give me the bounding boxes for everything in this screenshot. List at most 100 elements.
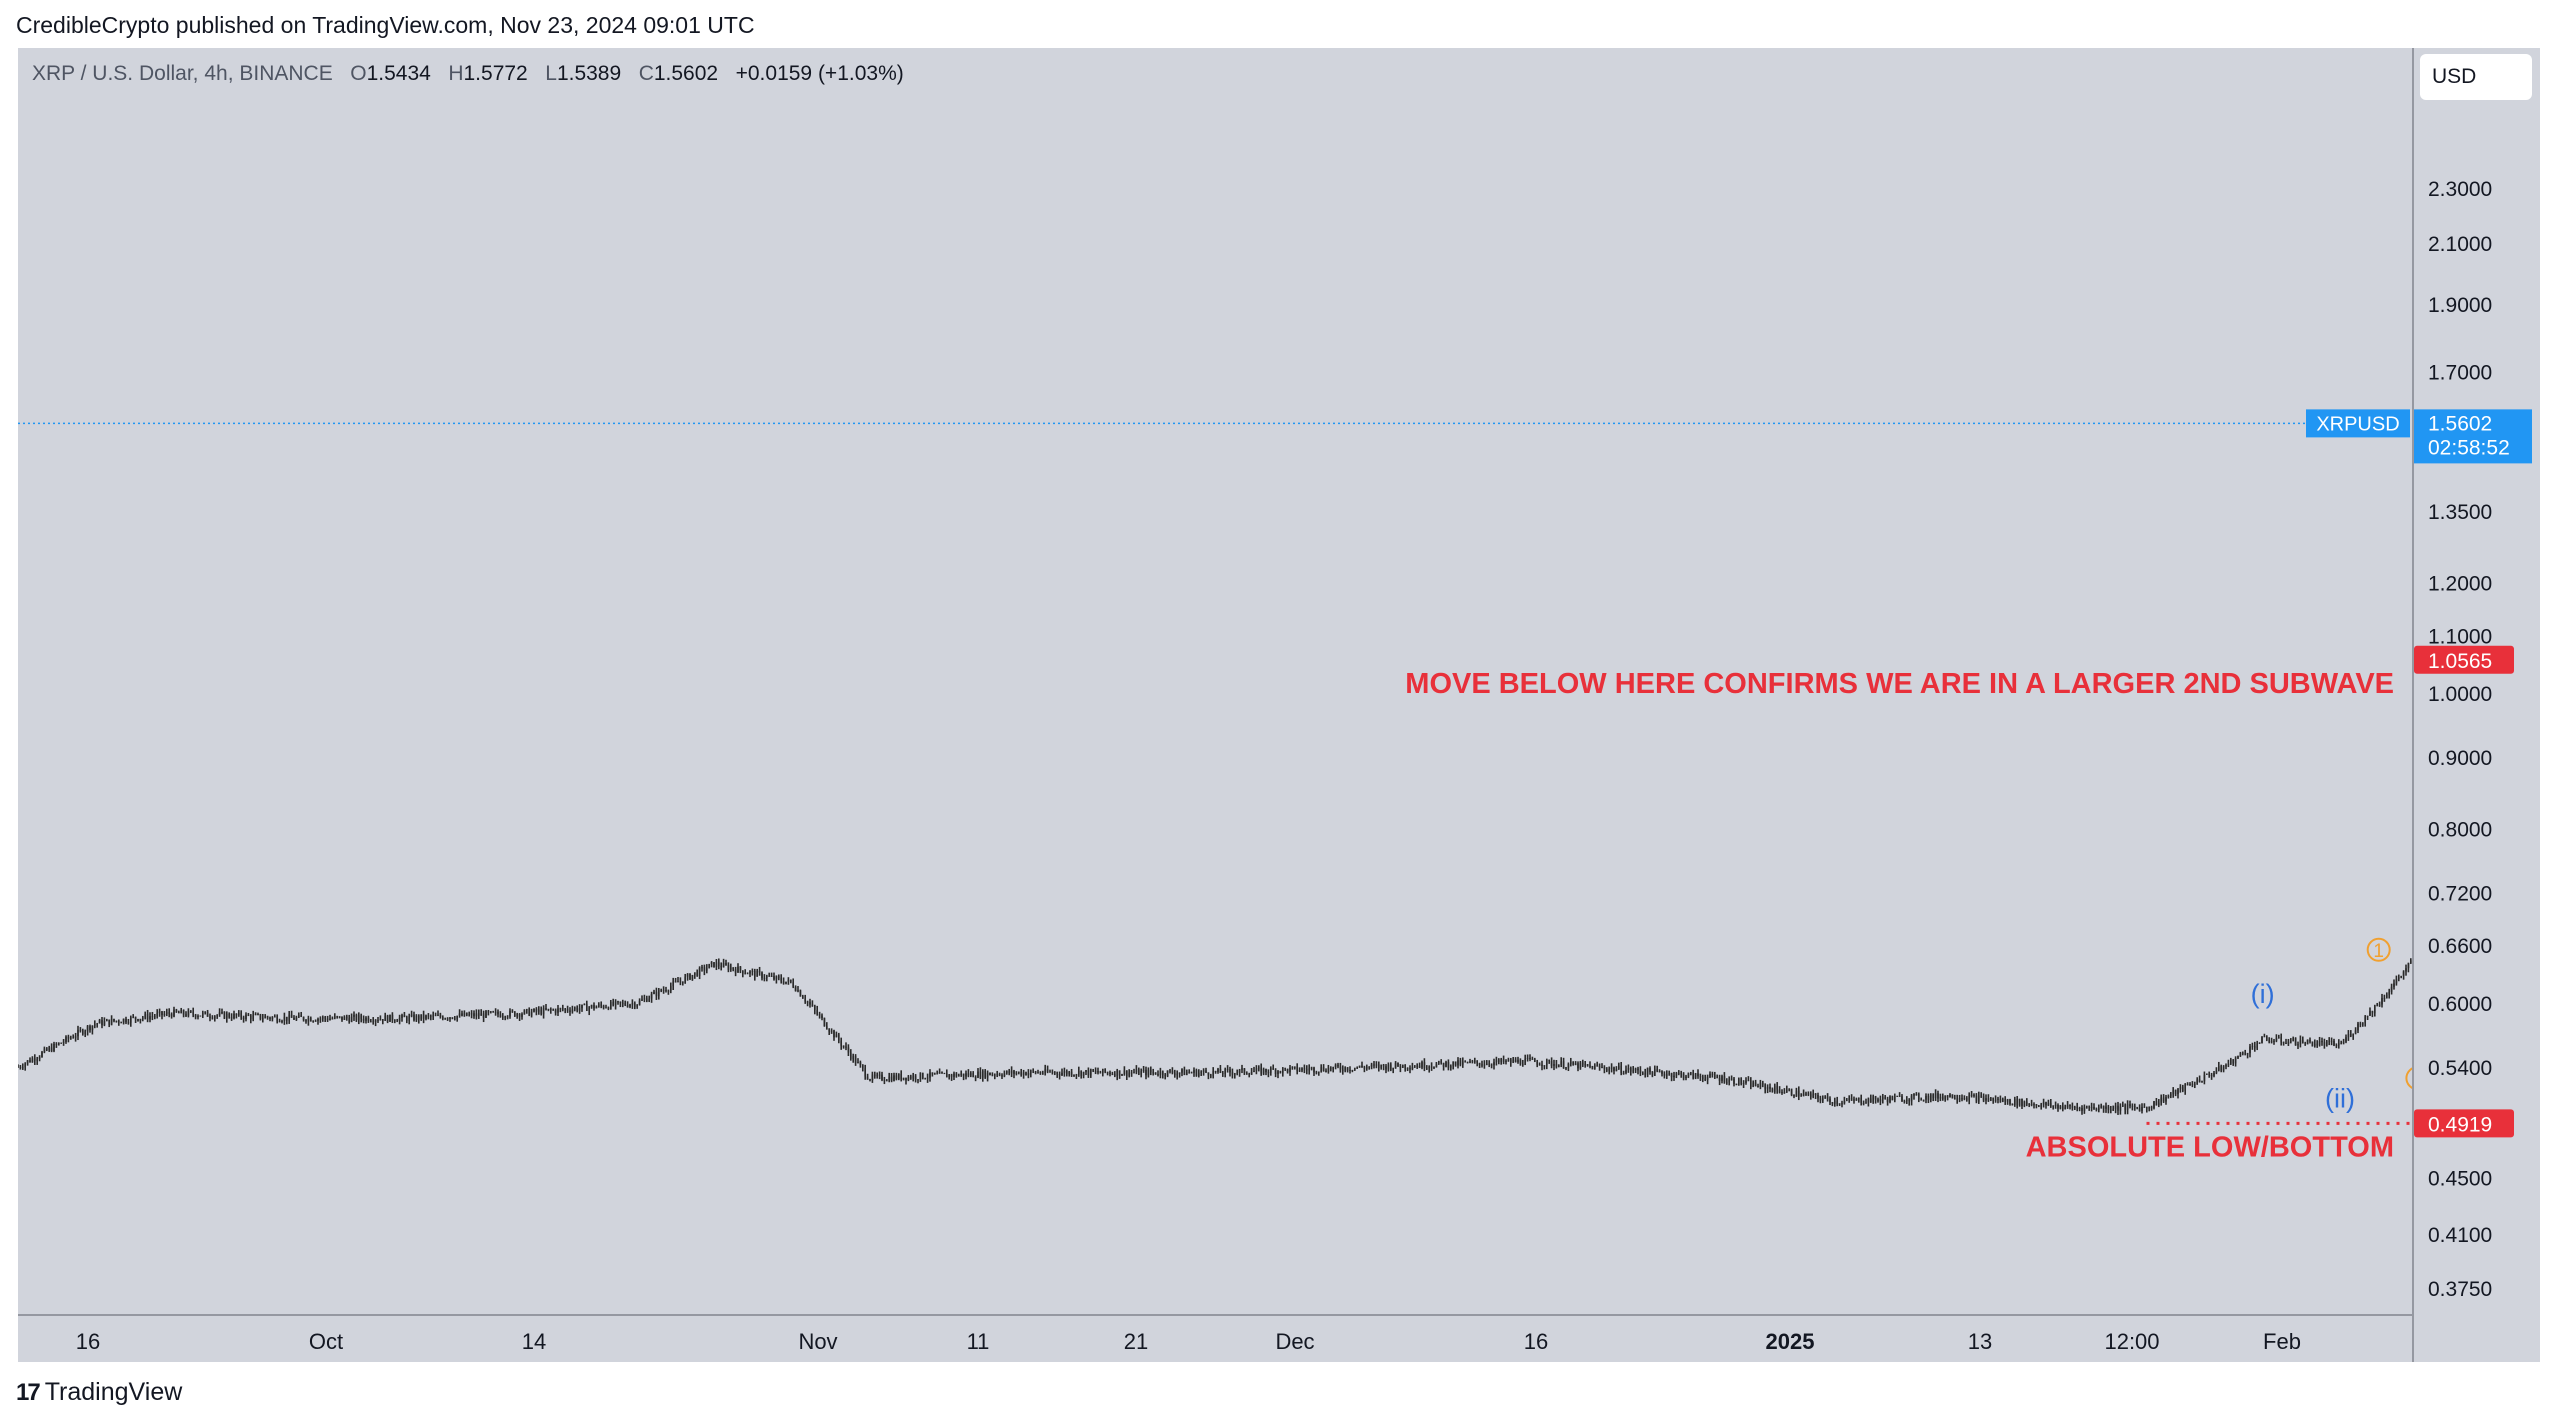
candle-body bbox=[1346, 1067, 1349, 1071]
candle-body bbox=[2345, 1037, 2347, 1042]
candle-body bbox=[1152, 1072, 1154, 1074]
candle-body bbox=[2066, 1104, 2069, 1108]
candle-body bbox=[216, 1015, 218, 1017]
candle-body bbox=[50, 1047, 53, 1052]
candle-body bbox=[442, 1016, 444, 1020]
candle-body bbox=[905, 1077, 907, 1081]
candle-body bbox=[1843, 1100, 1846, 1104]
candle-body bbox=[821, 1015, 823, 1019]
candle-body bbox=[706, 968, 708, 971]
candle-body bbox=[1882, 1096, 1884, 1100]
candle-body bbox=[1826, 1096, 1829, 1099]
candle-body bbox=[646, 998, 648, 1002]
candle-body bbox=[2321, 1041, 2323, 1043]
candle-body bbox=[353, 1014, 355, 1017]
candle-body bbox=[1188, 1072, 1190, 1074]
candle-body bbox=[122, 1018, 125, 1023]
candle-body bbox=[2285, 1043, 2287, 1045]
candle-body bbox=[2242, 1052, 2244, 1054]
candle-body bbox=[986, 1072, 989, 1078]
candle-body bbox=[566, 1008, 569, 1011]
candle-body bbox=[1013, 1070, 1015, 1074]
candle-body bbox=[1207, 1072, 1210, 1076]
candle-body bbox=[456, 1015, 458, 1020]
candle-body bbox=[468, 1014, 470, 1016]
symbol-legend: XRP / U.S. Dollar, 4h, BINANCE O1.5434 H… bbox=[32, 62, 904, 86]
time-tick: 16 bbox=[1524, 1329, 1548, 1354]
candle-body bbox=[893, 1075, 895, 1081]
candle-body bbox=[391, 1014, 394, 1021]
candle-body bbox=[1332, 1067, 1334, 1070]
candle-body bbox=[1603, 1067, 1606, 1070]
candle-body bbox=[790, 979, 792, 983]
candle-body bbox=[2009, 1099, 2011, 1104]
candle-body bbox=[595, 1006, 598, 1009]
candle-body bbox=[1937, 1093, 1939, 1099]
candle-body bbox=[1500, 1058, 1502, 1062]
candle-body bbox=[1409, 1068, 1411, 1070]
time-axis[interactable]: 16 Oct 14 Nov 11 21 Dec 16 2025 13 12:00 Feb bbox=[18, 1314, 2412, 1364]
candle-body bbox=[2227, 1063, 2230, 1066]
candle-body bbox=[1001, 1075, 1003, 1077]
candle-body bbox=[1349, 1069, 1351, 1071]
candle-body bbox=[1162, 1071, 1164, 1076]
currency-button[interactable]: USD bbox=[2420, 54, 2532, 100]
change-value: +0.0159 (+1.03%) bbox=[735, 62, 904, 85]
plot-area[interactable]: XRPUSD MOVE BELOW HERE CONFIRMS WE ARE IN… bbox=[18, 48, 2412, 1314]
candle-body bbox=[636, 1004, 638, 1007]
candle-body bbox=[1130, 1072, 1133, 1074]
candle-body bbox=[571, 1009, 574, 1012]
candle-body bbox=[1474, 1060, 1476, 1062]
candle-body bbox=[82, 1030, 84, 1035]
price-tick: 1.3500 bbox=[2428, 501, 2492, 524]
candle-body bbox=[818, 1014, 821, 1016]
candle-body bbox=[720, 965, 722, 968]
candle-body bbox=[134, 1016, 137, 1020]
candle-body bbox=[1771, 1088, 1774, 1092]
price-chart[interactable]: XRPUSD MOVE BELOW HERE CONFIRMS WE ARE IN… bbox=[18, 48, 2412, 1314]
candle-body bbox=[1421, 1062, 1423, 1068]
candle-body bbox=[2220, 1066, 2222, 1071]
price-axis[interactable]: 2.3000 2.1000 1.9000 1.7000 1.3500 1.2000 1.10… bbox=[2412, 48, 2542, 1362]
candle-body bbox=[1853, 1099, 1855, 1101]
candle-body bbox=[1378, 1064, 1380, 1068]
candle-body bbox=[1920, 1099, 1922, 1101]
candle-body bbox=[1042, 1073, 1044, 1075]
candle-body bbox=[1997, 1098, 1999, 1100]
candle-body bbox=[2369, 1010, 2371, 1016]
candle-body bbox=[674, 981, 677, 983]
candle-body bbox=[871, 1074, 874, 1081]
candle-body bbox=[1418, 1065, 1421, 1068]
candle-body bbox=[977, 1071, 979, 1078]
candle-body bbox=[264, 1016, 266, 1019]
candle-body bbox=[814, 1005, 816, 1010]
candle-body bbox=[1358, 1065, 1361, 1068]
price-tick: 1.9000 bbox=[2428, 294, 2492, 317]
candle-body bbox=[1850, 1098, 1853, 1100]
candle-body bbox=[72, 1037, 74, 1039]
candle-body bbox=[1469, 1061, 1471, 1063]
time-tick: 16 bbox=[76, 1329, 100, 1354]
candle-body bbox=[2054, 1104, 2057, 1106]
candle-body bbox=[130, 1017, 132, 1023]
candle-body bbox=[1980, 1095, 1982, 1097]
candle-body bbox=[305, 1020, 307, 1022]
price-tick: 0.5400 bbox=[2428, 1057, 2492, 1080]
candle-body bbox=[1910, 1095, 1913, 1102]
candle-body bbox=[2201, 1081, 2203, 1083]
price-tick: 0.9000 bbox=[2428, 747, 2492, 770]
candle-body bbox=[151, 1016, 154, 1018]
candle-body bbox=[1135, 1069, 1138, 1073]
candle-body bbox=[120, 1022, 122, 1024]
candle-body bbox=[2297, 1044, 2299, 1046]
candle-body bbox=[1318, 1071, 1320, 1073]
candle-body bbox=[1366, 1067, 1368, 1069]
candle-body bbox=[1092, 1069, 1094, 1072]
chart-panel[interactable]: XRPUSD MOVE BELOW HERE CONFIRMS WE ARE IN… bbox=[18, 48, 2540, 1362]
candle-body bbox=[1114, 1073, 1116, 1077]
candle-body bbox=[602, 1005, 605, 1008]
candle-body bbox=[281, 1021, 283, 1023]
candle-body bbox=[842, 1045, 845, 1047]
candle-body bbox=[2081, 1107, 2083, 1111]
candle-body bbox=[655, 991, 658, 997]
